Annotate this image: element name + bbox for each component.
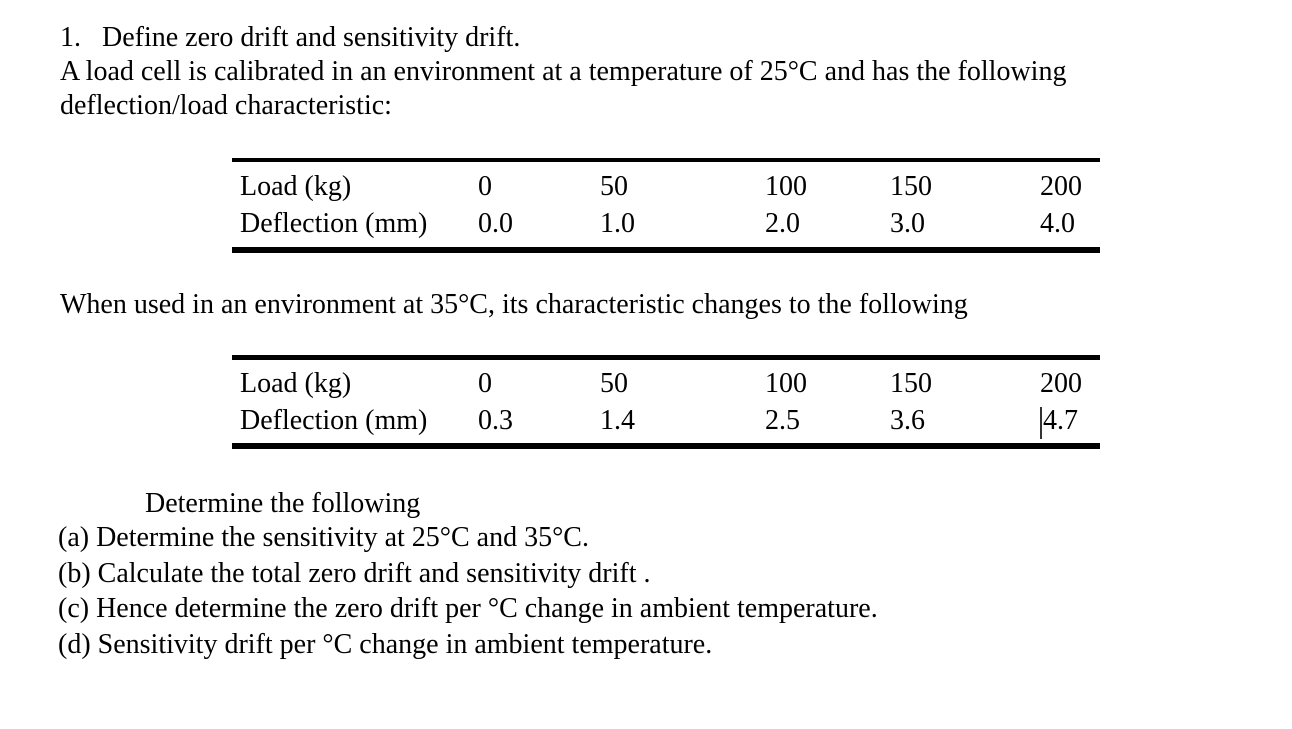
table-cell: 4.7 — [1040, 402, 1100, 439]
task-label: (d) — [58, 628, 91, 660]
table-row: Load (kg) 0 50 100 150 200 — [232, 168, 1100, 205]
task-text: Calculate the total zero drift and sensi… — [97, 557, 651, 589]
tasks-heading: Determine the following — [145, 488, 421, 519]
table-cell: 2.0 — [765, 208, 800, 239]
table-cell: 3.0 — [890, 208, 925, 239]
table-cell: 50 — [600, 368, 628, 399]
task-item-d: (d) Sensitivity drift per °C change in a… — [58, 627, 1258, 663]
table-cell: 4.0 — [1040, 208, 1075, 239]
table-cell: 0 — [478, 368, 492, 399]
task-text: Hence determine the zero drift per °C ch… — [96, 593, 878, 624]
table-cell: 50 — [600, 171, 628, 202]
row-label: Deflection (mm) — [240, 405, 428, 436]
task-item-b: (b) Calculate the total zero drift and s… — [58, 556, 1258, 592]
table-cell: 1.0 — [600, 208, 635, 239]
task-text: Determine the sensitivity at 25°C and 35… — [96, 522, 589, 553]
table-cell: 200 — [1040, 368, 1082, 399]
table-row: Load (kg) 0 50 100 150 200 — [232, 365, 1100, 402]
problem-statement-line: A load cell is calibrated in an environm… — [60, 56, 1067, 87]
problem-title: Define zero drift and sensitivity drift. — [102, 22, 521, 53]
table-cell: 150 — [890, 171, 932, 202]
table-cell: 0.3 — [478, 405, 513, 436]
row-label: Deflection (mm) — [240, 208, 428, 239]
table-cell: 0 — [478, 171, 492, 202]
row-label: Load (kg) — [240, 368, 352, 399]
table-cell: 100 — [765, 171, 807, 202]
condition-change-text: When used in an environment at 35°C, its… — [60, 289, 968, 320]
table-cell: 1.4 — [600, 405, 635, 436]
task-text: Sensitivity drift per °C change in ambie… — [97, 628, 713, 660]
task-item-a: (a) Determine the sensitivity at 25°C an… — [58, 520, 1258, 556]
table-cell: 2.5 — [765, 405, 800, 436]
text-caret[interactable] — [1040, 407, 1042, 439]
task-label: (b) — [58, 557, 91, 589]
problem-statement-line: deflection/load characteristic: — [60, 90, 392, 121]
task-item-c: (c) Hence determine the zero drift per °… — [58, 591, 1258, 627]
list-number: 1. — [60, 22, 81, 53]
tasks-list: (a) Determine the sensitivity at 25°C an… — [58, 520, 1258, 662]
table-cell-value: 4.7 — [1043, 405, 1078, 436]
problem-statement-line: 1. Define zero drift and sensitivity drif… — [60, 21, 1240, 55]
table-cell: 200 — [1040, 171, 1082, 202]
row-label: Load (kg) — [240, 171, 352, 202]
problem-intro: 1. Define zero drift and sensitivity drif… — [60, 21, 1240, 123]
calibration-table-35c: Load (kg) 0 50 100 150 200 Deflection (m… — [232, 355, 1100, 449]
table-row: Deflection (mm) 0.3 1.4 2.5 3.6 4.7 — [232, 402, 1100, 439]
task-label: (c) — [58, 593, 90, 624]
task-label: (a) — [58, 522, 90, 553]
table-cell: 150 — [890, 368, 932, 399]
table-cell: 0.0 — [478, 208, 513, 239]
table-cell: 100 — [765, 368, 807, 399]
calibration-table-25c: Load (kg) 0 50 100 150 200 Deflection (m… — [232, 158, 1100, 253]
table-row: Deflection (mm) 0.0 1.0 2.0 3.0 4.0 — [232, 205, 1100, 242]
table-cell: 3.6 — [890, 405, 925, 436]
